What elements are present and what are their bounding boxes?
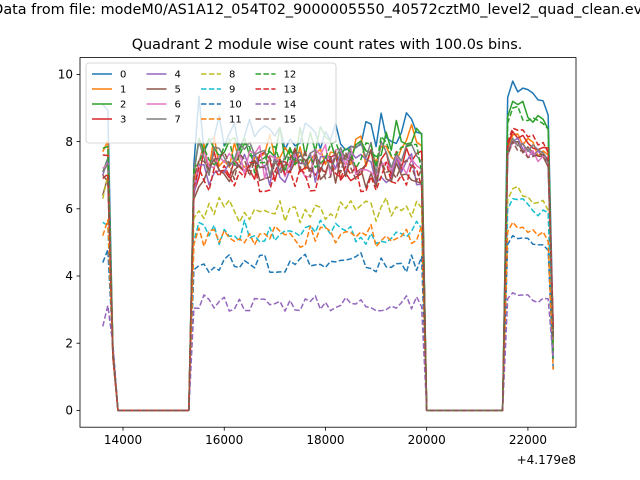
- series-line-9: [102, 197, 554, 412]
- y-tick-label: 10: [58, 68, 73, 82]
- y-tick-label: 6: [65, 202, 73, 216]
- legend-label-3: 3: [120, 115, 126, 126]
- figure-suptitle: Data from file: modeM0/AS1A12_054T02_900…: [0, 2, 640, 18]
- x-axis: 14000 16000 18000 20000 22000: [104, 427, 547, 447]
- legend-label-15: 15: [284, 115, 297, 126]
- series-line-15: [102, 140, 554, 412]
- x-axis-offset-label: +4.179e8: [517, 453, 576, 467]
- legend-box: [85, 62, 337, 144]
- legend-label-2: 2: [120, 100, 126, 111]
- legend-label-10: 10: [229, 100, 242, 111]
- legend-label-4: 4: [175, 70, 181, 81]
- legend-label-12: 12: [284, 70, 297, 81]
- x-tick-label: 18000: [306, 433, 344, 447]
- legend-label-13: 13: [284, 85, 297, 96]
- legend-label-6: 6: [175, 100, 181, 111]
- series-line-11: [102, 219, 554, 412]
- legend-label-7: 7: [175, 115, 181, 126]
- y-tick-label: 4: [65, 269, 73, 283]
- legend-label-9: 9: [229, 85, 235, 96]
- x-tick-label: 14000: [104, 433, 142, 447]
- legend-label-8: 8: [229, 70, 235, 81]
- x-tick-label: 22000: [509, 433, 547, 447]
- legend-label-1: 1: [120, 85, 126, 96]
- chart-title: Quadrant 2 module wise count rates with …: [132, 37, 523, 53]
- series-line-10: [102, 234, 554, 412]
- legend-label-11: 11: [229, 115, 242, 126]
- legend-label-5: 5: [175, 85, 181, 96]
- axes-border: [79, 57, 577, 428]
- legend-label-14: 14: [284, 100, 297, 111]
- y-tick-label: 8: [65, 135, 73, 149]
- x-tick-label: 20000: [408, 433, 446, 447]
- y-tick-label: 0: [65, 404, 73, 418]
- y-axis: 0 2 4 6 8 10: [58, 68, 80, 418]
- y-tick-label: 2: [65, 336, 73, 350]
- legend-label-0: 0: [120, 70, 126, 81]
- x-tick-label: 16000: [205, 433, 243, 447]
